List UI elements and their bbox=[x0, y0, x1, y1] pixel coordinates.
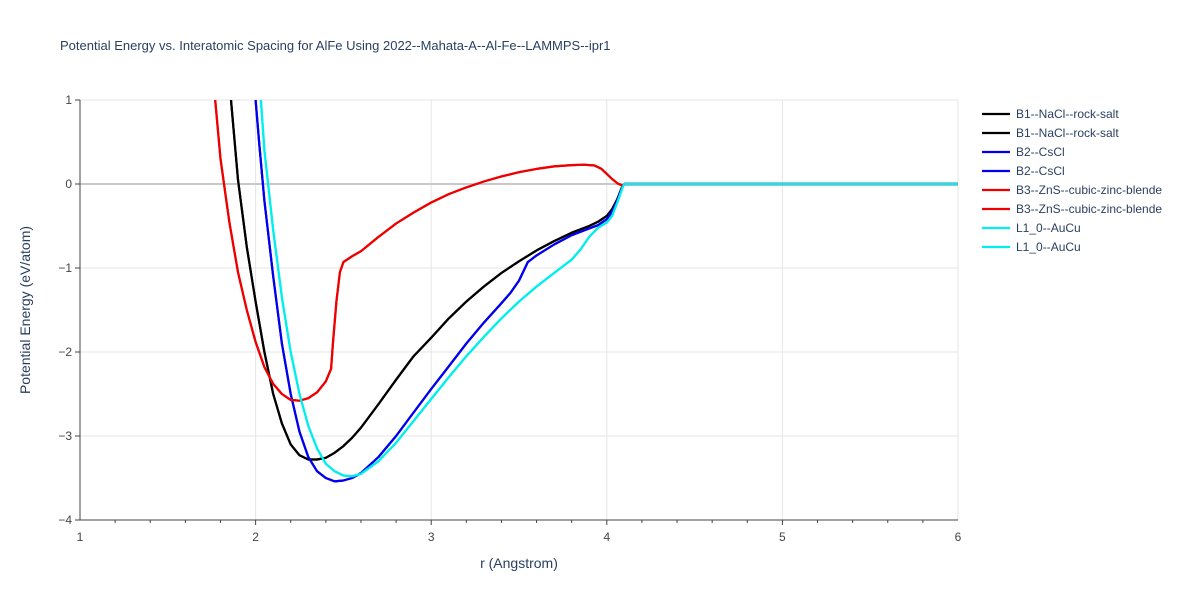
series-line-1 bbox=[229, 100, 958, 461]
x-tick-label: 3 bbox=[428, 530, 435, 544]
legend[interactable]: B1--NaCl--rock-salt B1--NaCl--rock-salt B2… bbox=[982, 107, 1162, 254]
legend-label: B1--NaCl--rock-salt bbox=[1016, 107, 1119, 121]
series-line-3 bbox=[254, 100, 958, 483]
legend-item[interactable]: B2--CsCl bbox=[982, 164, 1065, 178]
y-tick-label: −4 bbox=[58, 513, 72, 527]
legend-item[interactable]: B3--ZnS--cubic-zinc-blende bbox=[982, 183, 1162, 197]
legend-item[interactable]: B1--NaCl--rock-salt bbox=[982, 126, 1119, 140]
legend-label: B2--CsCl bbox=[1016, 145, 1065, 159]
x-tick-label: 4 bbox=[603, 530, 610, 544]
y-tick-label: −3 bbox=[58, 429, 72, 443]
y-tick-label: −1 bbox=[58, 261, 72, 275]
legend-label: L1_0--AuCu bbox=[1016, 221, 1081, 235]
y-tick-labels: 1 0 −1 −2 −3 −4 bbox=[58, 93, 72, 527]
y-tick-label: 0 bbox=[65, 177, 72, 191]
axes bbox=[75, 99, 958, 525]
series-line-4 bbox=[214, 100, 958, 402]
legend-item[interactable]: L1_0--AuCu bbox=[982, 240, 1081, 254]
series-line-5 bbox=[214, 100, 958, 402]
x-tick-label: 1 bbox=[77, 530, 84, 544]
chart-title: Potential Energy vs. Interatomic Spacing… bbox=[60, 38, 611, 53]
x-tick-labels: 1 2 3 4 5 6 bbox=[77, 530, 962, 544]
legend-label: B3--ZnS--cubic-zinc-blende bbox=[1016, 183, 1162, 197]
legend-label: B3--ZnS--cubic-zinc-blende bbox=[1016, 202, 1162, 216]
grid bbox=[80, 99, 959, 520]
legend-item[interactable]: B1--NaCl--rock-salt bbox=[982, 107, 1119, 121]
y-tick-label: −2 bbox=[58, 345, 72, 359]
x-axis-title: r (Angstrom) bbox=[480, 555, 558, 571]
legend-label: L1_0--AuCu bbox=[1016, 240, 1081, 254]
series-line-7 bbox=[259, 100, 958, 478]
y-tick-label: 1 bbox=[65, 93, 72, 107]
legend-label: B1--NaCl--rock-salt bbox=[1016, 126, 1119, 140]
x-tick-label: 5 bbox=[779, 530, 786, 544]
plot-area bbox=[214, 100, 958, 483]
x-tick-label: 2 bbox=[252, 530, 259, 544]
legend-label: B2--CsCl bbox=[1016, 164, 1065, 178]
legend-item[interactable]: L1_0--AuCu bbox=[982, 221, 1081, 235]
legend-item[interactable]: B3--ZnS--cubic-zinc-blende bbox=[982, 202, 1162, 216]
y-axis-title: Potential Energy (eV/atom) bbox=[17, 226, 33, 394]
legend-item[interactable]: B2--CsCl bbox=[982, 145, 1065, 159]
x-tick-label: 6 bbox=[955, 530, 962, 544]
